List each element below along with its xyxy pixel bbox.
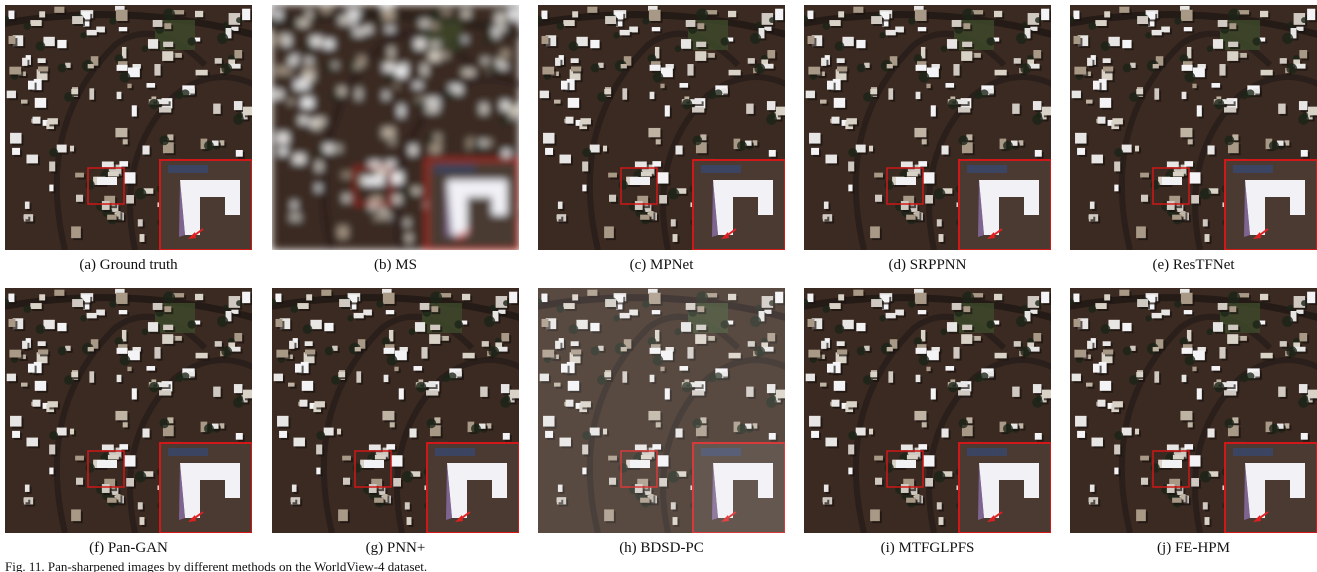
panel-image	[1060, 288, 1317, 533]
panel-image	[528, 288, 791, 533]
figure-caption: Fig. 11. Pan-sharpened images by differe…	[5, 559, 427, 572]
panel-caption: (h) BDSD-PC	[619, 540, 704, 556]
panel-caption: (c) MPNet	[630, 257, 695, 273]
panel-image	[794, 5, 1057, 250]
panel-image	[262, 288, 525, 533]
panel-image	[0, 5, 258, 250]
panel-caption: (b) MS	[374, 257, 417, 273]
panel-image	[794, 288, 1057, 533]
panel-caption: (d) SRPPNN	[889, 257, 967, 273]
panel-image	[1060, 5, 1317, 250]
panel-image	[262, 5, 525, 250]
panel-caption: (i) MTFGLPFS	[881, 540, 975, 556]
panel-caption: (a) Ground truth	[79, 257, 178, 273]
panel-caption: (j) FE-HPM	[1157, 540, 1230, 556]
panel-caption: (g) PNN+	[366, 540, 426, 556]
panel-caption: (e) ResTFNet	[1152, 257, 1235, 273]
panel-image	[528, 5, 791, 250]
panel-image	[0, 288, 258, 533]
panel-caption: (f) Pan-GAN	[89, 540, 168, 556]
figure: (a) Ground truth (b) MS (c) MPNet (d) SRPPN…	[0, 0, 1317, 572]
